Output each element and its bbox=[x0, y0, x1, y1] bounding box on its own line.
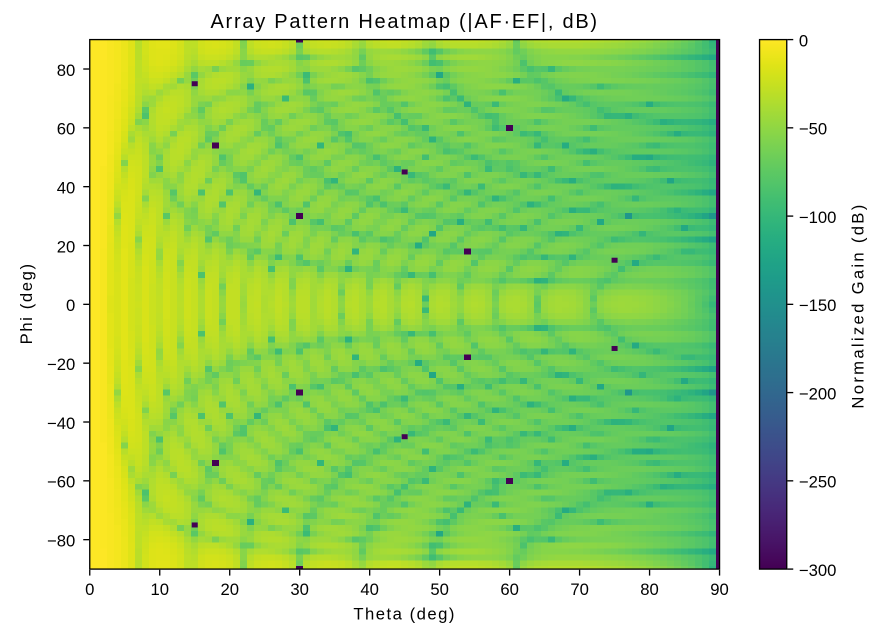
svg-text:90: 90 bbox=[710, 580, 729, 599]
svg-text:60: 60 bbox=[57, 120, 76, 139]
svg-text:Normalized Gain (dB): Normalized Gain (dB) bbox=[849, 202, 868, 408]
svg-text:−150: −150 bbox=[799, 296, 837, 315]
svg-text:−50: −50 bbox=[799, 120, 827, 139]
svg-text:−200: −200 bbox=[799, 384, 837, 403]
svg-text:80: 80 bbox=[640, 580, 659, 599]
svg-text:−250: −250 bbox=[799, 473, 837, 492]
svg-text:0: 0 bbox=[66, 296, 75, 315]
svg-text:Array Pattern Heatmap (|AF·EF|: Array Pattern Heatmap (|AF·EF|, dB) bbox=[210, 11, 598, 33]
svg-text:−80: −80 bbox=[47, 531, 75, 550]
svg-text:0: 0 bbox=[85, 580, 94, 599]
svg-text:10: 10 bbox=[150, 580, 169, 599]
svg-text:0: 0 bbox=[799, 31, 808, 50]
svg-text:70: 70 bbox=[570, 580, 589, 599]
svg-text:−60: −60 bbox=[47, 473, 75, 492]
svg-text:40: 40 bbox=[360, 580, 379, 599]
svg-text:20: 20 bbox=[220, 580, 239, 599]
svg-text:30: 30 bbox=[290, 580, 309, 599]
svg-text:−40: −40 bbox=[47, 414, 75, 433]
svg-text:−20: −20 bbox=[47, 355, 75, 374]
svg-text:−100: −100 bbox=[799, 208, 837, 227]
svg-text:20: 20 bbox=[57, 237, 76, 256]
svg-text:Theta (deg): Theta (deg) bbox=[353, 604, 456, 623]
svg-text:40: 40 bbox=[57, 178, 76, 197]
svg-text:60: 60 bbox=[500, 580, 519, 599]
svg-text:Phi (deg): Phi (deg) bbox=[17, 262, 36, 344]
svg-text:50: 50 bbox=[430, 580, 449, 599]
svg-text:80: 80 bbox=[57, 61, 76, 80]
svg-text:−300: −300 bbox=[799, 561, 837, 580]
